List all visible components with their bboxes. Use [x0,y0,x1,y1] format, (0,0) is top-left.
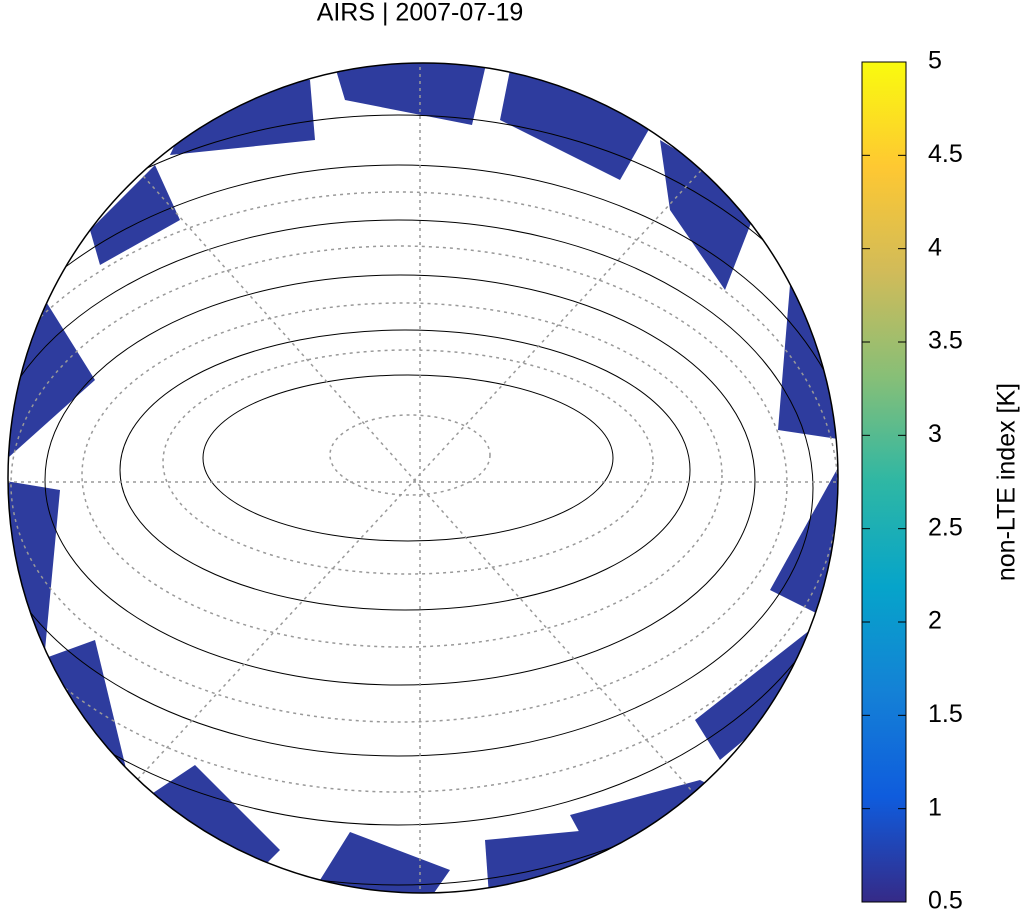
colorbar [861,61,907,903]
swaths [8,63,838,893]
title: AIRS | 2007-07-19 [317,0,524,27]
colorbar-tick-label: 4 [928,233,942,261]
colorbar-tick-label: 2 [928,607,942,635]
graticule [8,63,838,893]
colorbar-tick-label: 3 [928,420,942,448]
colorbar-tick-label: 0.5 [928,887,963,913]
globe-outline [7,62,839,894]
colorbar-label: non-LTE index [K] [993,383,1021,581]
colorbar-tick-label: 1.5 [928,700,963,728]
colorbar-tick-label: 1 [928,793,942,821]
colorbar-tick-label: 3.5 [928,327,963,355]
colorbar-ticks: 0.5 1 1.5 2 2.5 3 3.5 4 4.5 5 [862,47,963,915]
colorbar-tick-label: 5 [928,47,942,75]
colorbar-tick-label: 2.5 [928,513,963,541]
colorbar-tick-label: 4.5 [928,140,963,168]
